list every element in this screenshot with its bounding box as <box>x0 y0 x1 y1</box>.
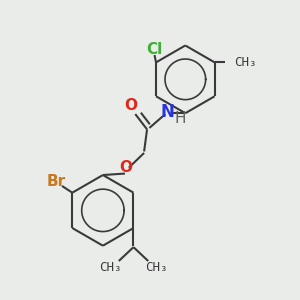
Text: O: O <box>119 160 132 175</box>
Text: N: N <box>161 103 175 121</box>
Text: CH₃: CH₃ <box>145 261 168 274</box>
Text: Cl: Cl <box>146 42 163 57</box>
Text: Br: Br <box>47 174 66 189</box>
Text: CH₃: CH₃ <box>234 56 256 69</box>
Text: CH₃: CH₃ <box>99 261 122 274</box>
Text: H: H <box>175 111 186 126</box>
Text: O: O <box>124 98 137 113</box>
